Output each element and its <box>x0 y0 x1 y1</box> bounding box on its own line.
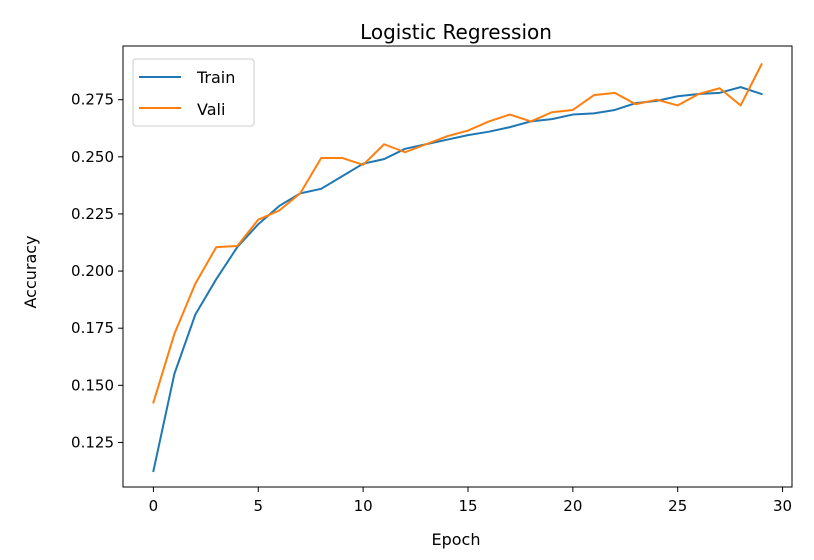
y-tick-label: 0.275 <box>71 91 114 109</box>
x-axis-ticks: 0 5 10 15 20 25 30 <box>149 487 792 515</box>
x-tick-label: 30 <box>773 497 792 515</box>
y-tick-label: 0.150 <box>71 376 114 394</box>
x-tick-label: 5 <box>253 497 263 515</box>
y-tick-label: 0.125 <box>71 433 114 451</box>
y-tick-label: 0.200 <box>71 262 114 280</box>
y-tick-label: 0.250 <box>71 148 114 166</box>
legend-label-train: Train <box>196 68 235 87</box>
x-tick-label: 25 <box>668 497 687 515</box>
legend-label-vali: Vali <box>197 100 225 119</box>
series-line-train <box>152 86 763 473</box>
plot-area <box>152 62 763 473</box>
y-axis-ticks: 0.125 0.150 0.175 0.200 0.225 0.250 0.275 <box>71 91 123 451</box>
y-tick-label: 0.225 <box>71 205 114 223</box>
plot-frame <box>122 45 793 488</box>
x-axis-label: Epoch <box>432 530 481 549</box>
series-line-vali <box>152 62 763 404</box>
x-tick-label: 15 <box>458 497 477 515</box>
chart-title: Logistic Regression <box>360 20 552 44</box>
x-tick-label: 20 <box>563 497 582 515</box>
x-tick-label: 10 <box>354 497 373 515</box>
legend: Train Vali <box>132 58 255 127</box>
y-axis-label: Accuracy <box>21 235 40 308</box>
y-tick-label: 0.175 <box>71 319 114 337</box>
legend-box <box>132 58 255 127</box>
x-tick-label: 0 <box>149 497 159 515</box>
